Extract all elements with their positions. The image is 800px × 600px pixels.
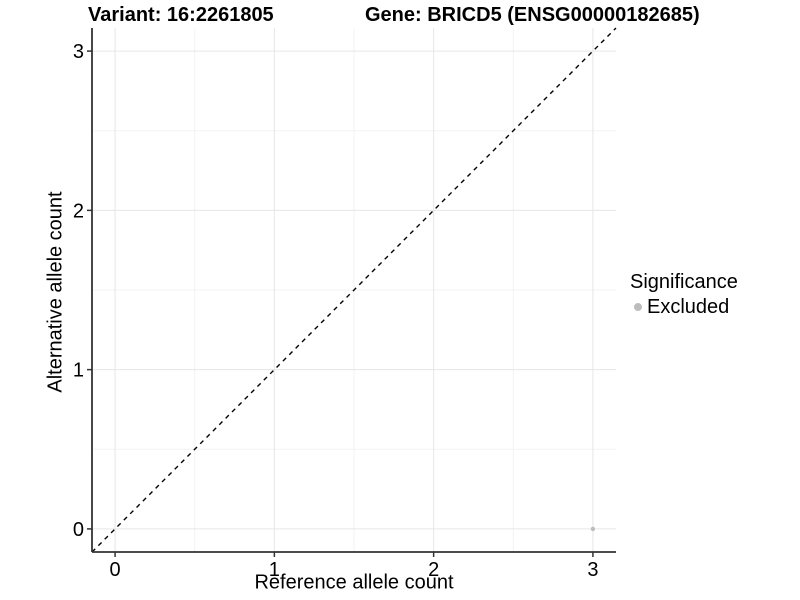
x-axis-title: Reference allele count	[254, 571, 454, 594]
variant-title: Variant: 16:2261805	[88, 4, 274, 26]
legend-key-dot-icon	[634, 303, 642, 311]
legend-title: Significance	[630, 271, 738, 293]
y-tick-label: 2	[73, 200, 84, 222]
identity-reference-line	[91, 27, 617, 553]
y-tick-label: 0	[73, 519, 84, 541]
legend: Significance Excluded	[630, 271, 738, 318]
x-tick-label: 2	[428, 559, 439, 581]
y-tick-label: 3	[73, 41, 84, 63]
gene-title: Gene: BRICD5 (ENSG00000182685)	[365, 4, 700, 26]
legend-item: Excluded	[630, 296, 738, 318]
x-tick-label: 3	[587, 559, 598, 581]
y-axis-title: Alternative allele count	[44, 191, 67, 393]
x-tick-label: 1	[269, 559, 280, 581]
legend-item-label: Excluded	[647, 296, 730, 318]
data-point	[590, 526, 596, 532]
x-tick-label: 0	[110, 559, 121, 581]
y-tick-label: 1	[73, 360, 84, 382]
